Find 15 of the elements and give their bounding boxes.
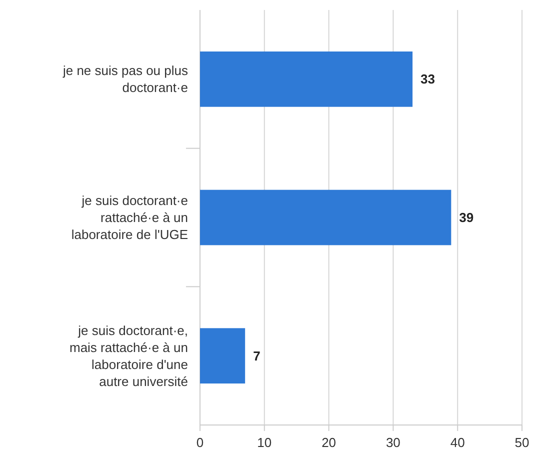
bar bbox=[200, 52, 413, 107]
data-label: 7 bbox=[253, 348, 260, 364]
y-tick-label: je ne suis pas ou plus doctorant·e bbox=[62, 63, 188, 96]
data-label: 33 bbox=[420, 72, 435, 87]
x-tick-label: 40 bbox=[450, 435, 465, 450]
y-tick-label: je suis doctorant·e rattaché·e à un laboratoire de l'UGE bbox=[71, 193, 188, 242]
data-label: 39 bbox=[459, 210, 474, 226]
x-tick-label: 50 bbox=[514, 435, 530, 450]
x-tick-label: 30 bbox=[386, 435, 400, 450]
bar bbox=[200, 190, 452, 246]
x-tick-label: 10 bbox=[257, 435, 272, 450]
bar bbox=[200, 328, 246, 384]
x-tick-label: 0 bbox=[196, 435, 204, 450]
y-tick-label: je suis doctorant·e, mais rattaché·e à un laboratoire d'une autre université bbox=[69, 322, 188, 389]
x-tick-label: 20 bbox=[322, 435, 336, 450]
